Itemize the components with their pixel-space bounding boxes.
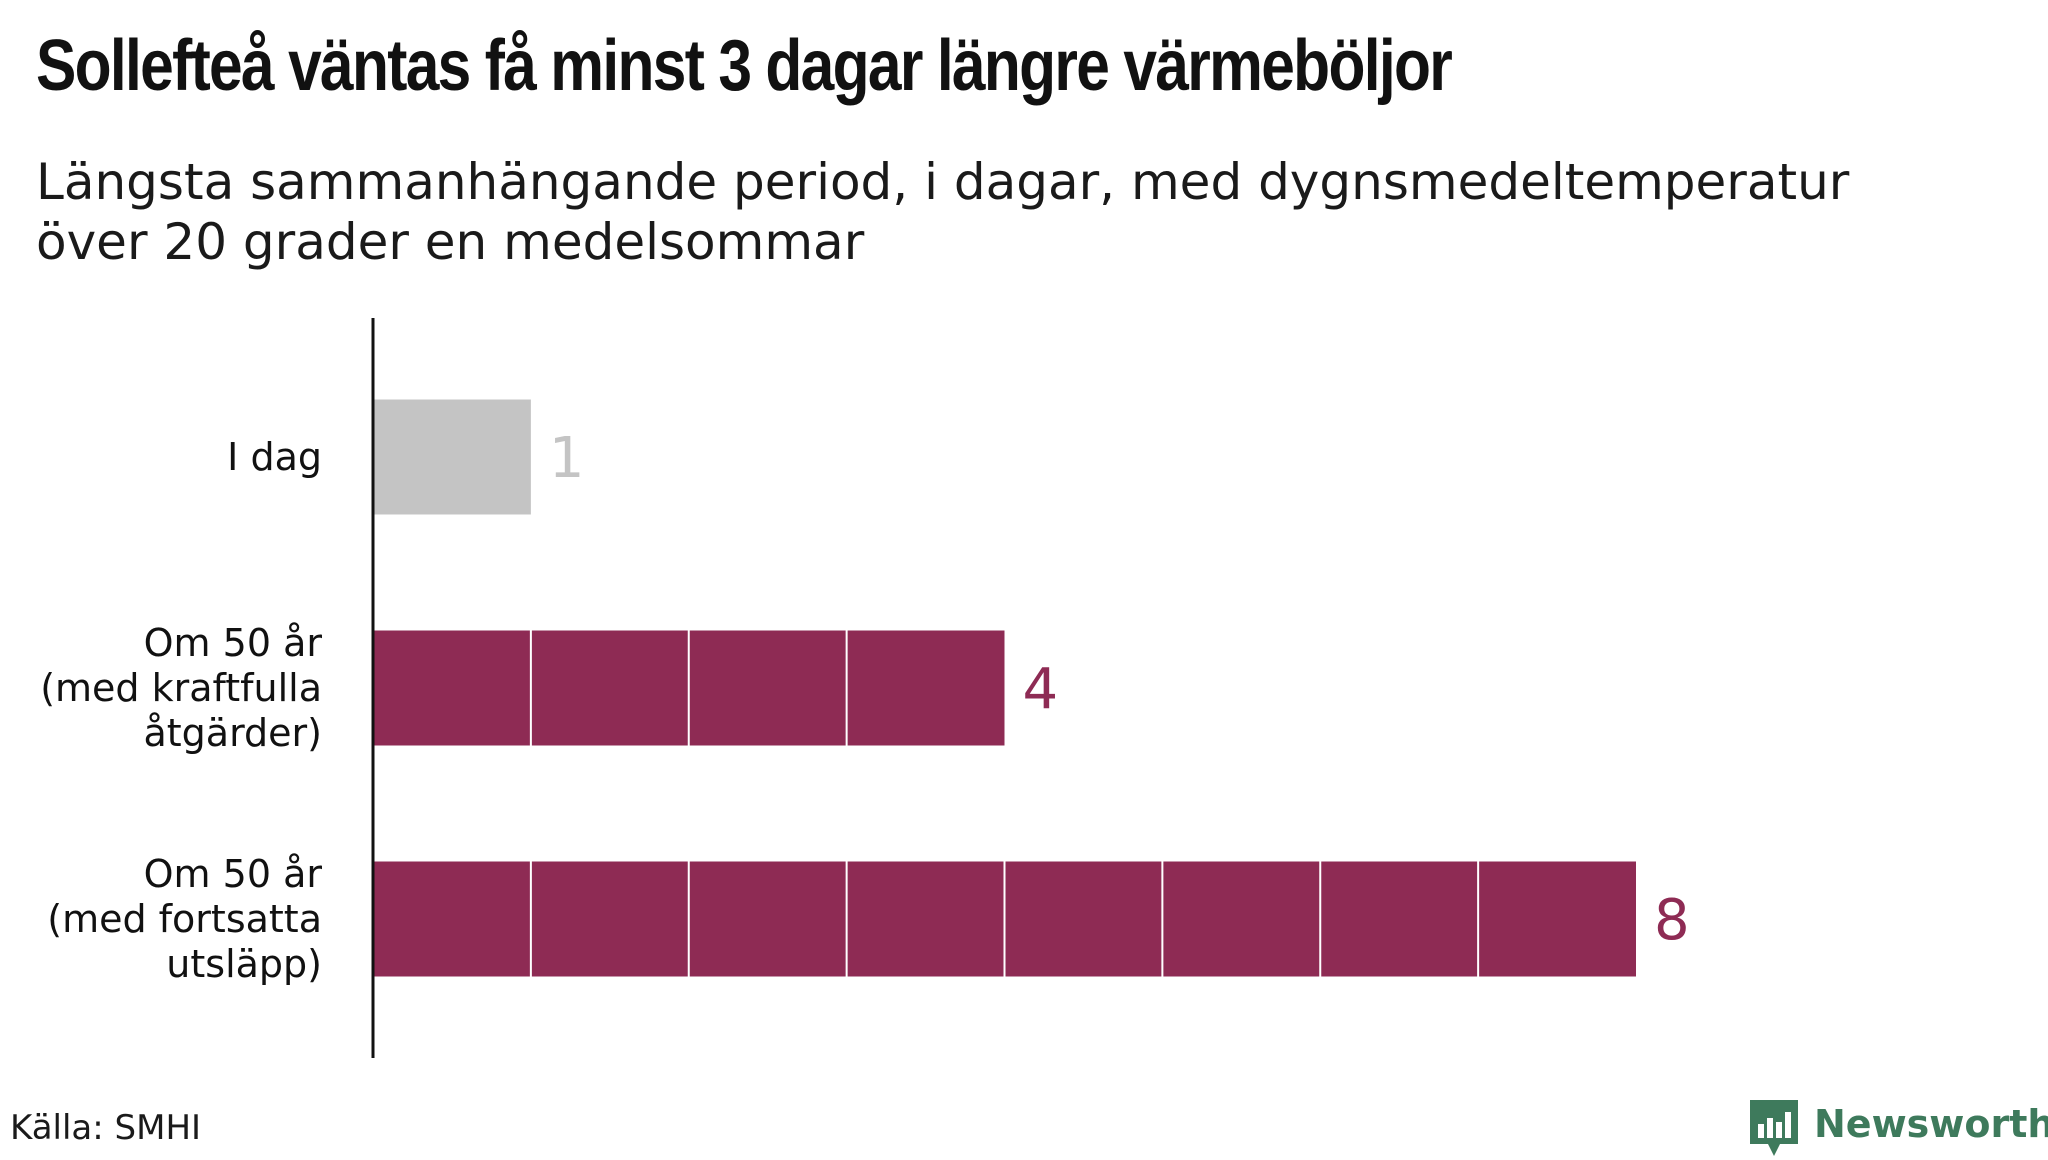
newsworthy-logo: Newsworthy [1750,1096,2048,1160]
value-label: 8 [1654,888,1690,953]
brand-name: Newsworthy [1814,1102,2048,1146]
chart-subtitle: Längsta sammanhängande period, i dagar, … [36,153,1850,271]
source-note: Källa: SMHI [10,1108,202,1148]
category-label: Om 50 år (med fortsatta utsläpp) [47,852,322,986]
value-label: 4 [1023,657,1059,722]
newsworthy-chart-icon [1750,1100,1798,1156]
category-label: I dag [227,435,322,479]
chart-title: Sollefteå väntas få minst 3 dagar längre… [36,26,1453,106]
value-label: 1 [549,426,585,491]
bar [373,399,531,515]
category-label: Om 50 år (med kraftfulla åtgärder) [40,621,322,755]
bar-chart: 1 I dag 4 Om 50 år (med kraftfulla åtgärder) 8… [40,318,1690,1058]
